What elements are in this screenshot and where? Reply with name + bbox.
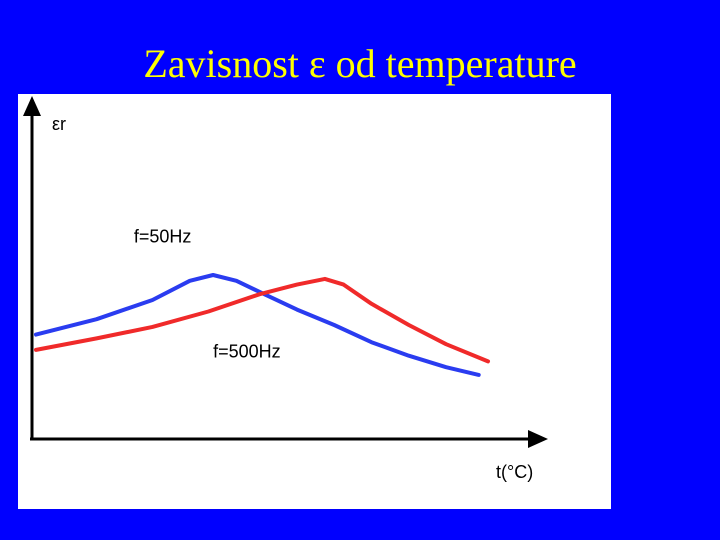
chart-axes: εr t(°C) [23, 96, 548, 482]
series-annotation-2: f=500Hz [213, 342, 281, 362]
slide-title: Zavisnost ε od temperature [143, 41, 577, 86]
annotation-layer: f=50Hz f=500Hz [134, 226, 281, 361]
y-axis-arrowhead [23, 96, 41, 116]
y-axis-label: εr [52, 114, 66, 134]
temperature-permittivity-chart: εr t(°C) f=50Hz f=500Hz [23, 96, 548, 482]
chart-panel: εr t(°C) f=50Hz f=500Hz [18, 94, 611, 509]
series-annotation-1: f=50Hz [134, 226, 192, 246]
series-line-2 [34, 276, 490, 364]
x-axis-label: t(°C) [496, 462, 533, 482]
series-layer [34, 273, 490, 377]
x-axis-arrowhead [528, 430, 548, 448]
